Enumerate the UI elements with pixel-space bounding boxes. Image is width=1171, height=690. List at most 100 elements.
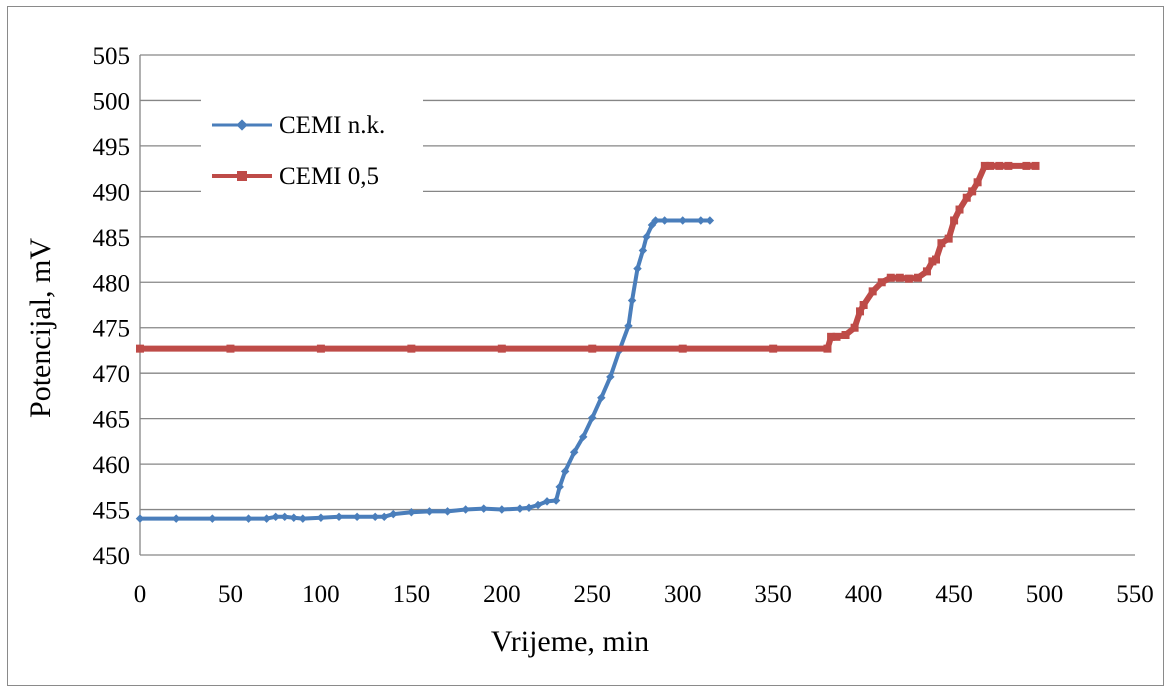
- data-point: [841, 331, 850, 339]
- data-point: [551, 496, 561, 505]
- series-2: [136, 161, 1040, 353]
- y-tick-label: 480: [93, 270, 131, 297]
- data-point: [136, 344, 144, 353]
- x-tick-label: 500: [1026, 581, 1064, 608]
- data-point: [850, 323, 859, 332]
- data-point: [660, 216, 669, 225]
- data-point: [244, 514, 253, 523]
- data-point: [497, 344, 506, 353]
- data-point: [497, 505, 507, 514]
- data-point: [955, 205, 964, 214]
- data-point: [135, 514, 145, 523]
- data-point: [597, 393, 606, 402]
- x-tick-label: 100: [302, 581, 340, 608]
- data-point: [389, 509, 398, 519]
- data-point: [208, 514, 217, 523]
- data-point: [913, 273, 922, 282]
- y-tick-label: 495: [93, 134, 131, 161]
- data-point: [379, 512, 389, 522]
- data-point: [171, 514, 181, 523]
- data-point: [678, 344, 687, 353]
- y-tick-label: 490: [93, 179, 131, 206]
- data-point: [555, 482, 564, 492]
- data-point: [606, 372, 615, 382]
- data-point: [950, 216, 959, 225]
- y-tick-label: 460: [93, 452, 131, 479]
- data-point: [425, 507, 434, 516]
- data-point: [856, 307, 865, 316]
- data-point: [832, 332, 841, 341]
- data-point: [962, 193, 971, 202]
- series-line-1: [140, 218, 710, 521]
- x-tick-label: 0: [134, 581, 147, 608]
- data-point: [705, 216, 715, 225]
- data-point: [904, 274, 913, 283]
- data-point: [588, 344, 597, 353]
- data-point: [289, 513, 299, 522]
- data-point: [895, 273, 904, 282]
- data-point: [678, 216, 687, 225]
- data-point: [944, 234, 953, 243]
- y-tick-label: 455: [93, 498, 131, 525]
- data-point: [578, 432, 588, 442]
- data-point: [569, 448, 579, 457]
- data-point: [515, 504, 525, 513]
- x-tick-labels: 0 50 100 150 200 250 300 350 400 450 500 550: [134, 581, 1154, 608]
- data-point: [1031, 161, 1040, 170]
- data-point: [769, 344, 778, 353]
- data-point: [316, 513, 326, 522]
- data-point: [280, 512, 289, 522]
- x-tick-label: 150: [393, 581, 431, 608]
- y-tick-label: 465: [93, 407, 131, 434]
- y-tick-label: 500: [93, 88, 131, 115]
- legend-box: [201, 96, 423, 206]
- data-point: [533, 500, 543, 510]
- x-tick-label: 450: [935, 581, 973, 608]
- legend-label-1: CEMI n.k.: [279, 112, 385, 139]
- x-axis-title: Vrijeme, min: [491, 625, 649, 658]
- y-tick-label: 450: [93, 543, 131, 570]
- data-point: [298, 514, 308, 523]
- data-point: [407, 344, 416, 353]
- data-point: [1004, 161, 1013, 170]
- data-point: [316, 344, 325, 353]
- y-tick-label: 475: [93, 316, 131, 343]
- data-point: [588, 413, 597, 422]
- series-lines: [135, 161, 1040, 523]
- series-1: [135, 216, 715, 523]
- y-axis-title: Potencijal, mV: [24, 238, 57, 418]
- data-point: [633, 264, 642, 273]
- data-point: [226, 344, 235, 353]
- data-point: [986, 161, 995, 170]
- data-point: [877, 278, 886, 287]
- data-point: [624, 321, 633, 331]
- data-point: [973, 178, 982, 187]
- data-point: [859, 301, 868, 309]
- x-tick-label: 250: [574, 581, 612, 608]
- data-point: [352, 512, 362, 522]
- y-tick-label: 485: [93, 225, 131, 252]
- data-point: [995, 161, 1004, 170]
- data-point: [823, 344, 832, 353]
- y-tick-label: 470: [93, 361, 131, 388]
- legend-label-2: CEMI 0,5: [279, 163, 379, 190]
- data-point: [980, 161, 989, 170]
- data-point: [524, 503, 534, 512]
- y-tick-labels: 450 455 460 465 470 475 480 485 490 495 500 505: [93, 43, 131, 570]
- data-point: [932, 255, 940, 264]
- data-point: [271, 512, 280, 522]
- data-point: [886, 273, 895, 282]
- data-point: [370, 512, 380, 522]
- data-point: [937, 239, 946, 248]
- data-point: [868, 287, 877, 296]
- data-point: [560, 467, 570, 476]
- x-tick-label: 400: [845, 581, 883, 608]
- x-tick-label: 550: [1116, 581, 1154, 608]
- data-point: [443, 507, 452, 516]
- data-point: [968, 187, 977, 196]
- data-point: [542, 497, 552, 506]
- legend: CEMI n.k. CEMI 0,5: [201, 96, 423, 206]
- x-tick-label: 50: [218, 581, 243, 608]
- data-point: [922, 267, 931, 276]
